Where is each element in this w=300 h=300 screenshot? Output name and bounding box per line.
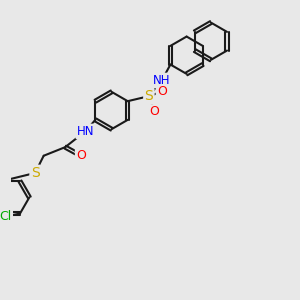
Text: O: O	[157, 85, 167, 98]
Text: S: S	[31, 166, 39, 180]
Text: S: S	[145, 89, 153, 103]
Text: NH: NH	[153, 74, 171, 87]
Text: O: O	[150, 105, 160, 119]
Text: Cl: Cl	[0, 210, 12, 223]
Text: HN: HN	[76, 125, 94, 138]
Text: O: O	[76, 149, 86, 162]
